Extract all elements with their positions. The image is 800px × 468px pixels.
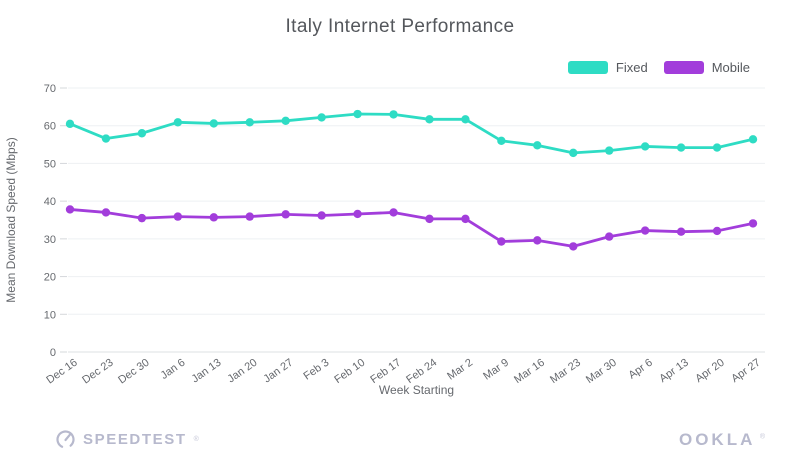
- footer: SPEEDTEST ® OOKLA ®: [55, 429, 765, 450]
- x-tick-label: Dec 30: [116, 357, 151, 387]
- y-tick-label: 70: [44, 83, 56, 95]
- x-tick-label: Feb 17: [368, 357, 403, 386]
- ookla-logo: OOKLA ®: [679, 430, 765, 450]
- y-tick-label: 50: [44, 158, 56, 170]
- data-point-mobile: [245, 212, 254, 221]
- data-point-fixed: [353, 109, 362, 119]
- x-tick-label: Apr 13: [657, 357, 690, 385]
- y-tick-label: 30: [44, 234, 56, 246]
- legend-label-mobile: Mobile: [711, 60, 750, 75]
- data-point-fixed: [173, 118, 183, 127]
- ookla-registered-mark: ®: [759, 433, 765, 441]
- data-point-mobile: [605, 232, 614, 241]
- speedtest-logo: SPEEDTEST ®: [55, 429, 199, 450]
- fixed-series-swatch: [567, 61, 608, 74]
- speedtest-gauge-icon: [56, 430, 75, 449]
- x-tick-label: Jan 13: [190, 357, 224, 386]
- data-point-mobile: [101, 208, 111, 217]
- legend-item-fixed[interactable]: Fixed: [567, 60, 648, 75]
- data-point-fixed: [425, 115, 434, 124]
- data-point-fixed: [137, 129, 147, 138]
- x-tick-label: Mar 23: [548, 357, 583, 386]
- y-tick-label: 0: [50, 347, 56, 359]
- speedtest-wordmark: SPEEDTEST: [83, 431, 187, 448]
- data-point-fixed: [461, 115, 470, 124]
- data-point-mobile: [281, 210, 290, 219]
- x-tick-label: Apr 6: [626, 357, 654, 382]
- y-tick-label: 10: [44, 309, 56, 321]
- y-tick-label: 20: [44, 272, 56, 284]
- data-point-mobile: [461, 214, 470, 224]
- data-point-mobile: [676, 227, 686, 236]
- data-point-mobile: [640, 226, 650, 235]
- data-point-fixed: [101, 134, 111, 143]
- x-tick-label: Feb 3: [301, 357, 331, 383]
- data-point-fixed: [389, 110, 398, 119]
- x-tick-label: Jan 20: [226, 357, 260, 386]
- y-axis-title: Mean Download Speed (Mbps): [4, 137, 18, 302]
- data-point-fixed: [569, 148, 578, 158]
- legend-item-mobile[interactable]: Mobile: [663, 60, 750, 75]
- x-tick-label: Dec 16: [44, 357, 79, 387]
- data-point-mobile: [497, 237, 506, 246]
- mobile-series-swatch: [663, 61, 704, 74]
- y-tick-label: 40: [44, 196, 56, 208]
- data-point-mobile: [65, 205, 75, 214]
- data-point-fixed: [605, 146, 614, 155]
- data-point-mobile: [173, 212, 183, 221]
- x-tick-label: Dec 23: [80, 357, 115, 387]
- data-point-fixed: [281, 116, 290, 126]
- data-point-mobile: [353, 209, 362, 219]
- x-axis-title: Week Starting: [379, 383, 454, 397]
- series-line-mobile: [68, 208, 755, 248]
- data-point-fixed: [676, 143, 686, 152]
- data-point-mobile: [389, 208, 398, 217]
- data-point-fixed: [245, 118, 254, 127]
- data-point-fixed: [748, 135, 758, 144]
- data-point-mobile: [748, 219, 758, 228]
- data-point-mobile: [569, 242, 578, 251]
- data-point-fixed: [317, 113, 326, 122]
- data-point-mobile: [209, 213, 218, 222]
- data-point-mobile: [712, 226, 722, 236]
- x-tick-label: Apr 20: [693, 357, 726, 385]
- x-tick-label: Jan 6: [159, 357, 188, 382]
- data-point-fixed: [640, 142, 650, 151]
- speedtest-registered-mark: ®: [193, 436, 199, 443]
- data-point-fixed: [712, 143, 722, 152]
- x-tick-label: Mar 16: [512, 357, 547, 386]
- x-tick-label: Feb 24: [404, 357, 439, 386]
- x-tick-label: Mar 2: [445, 357, 475, 383]
- legend-label-fixed: Fixed: [615, 60, 648, 75]
- data-point-mobile: [533, 236, 542, 245]
- x-tick-label: Mar 30: [584, 357, 619, 386]
- chart-title: Italy Internet Performance: [285, 16, 515, 37]
- x-tick-label: Mar 9: [481, 357, 511, 383]
- ookla-wordmark: OOKLA: [678, 429, 756, 449]
- data-point-mobile: [317, 211, 326, 220]
- data-point-mobile: [137, 213, 147, 223]
- series-line-fixed: [68, 112, 755, 155]
- legend: Fixed Mobile: [567, 60, 750, 75]
- data-point-fixed: [65, 119, 75, 129]
- data-point-fixed: [209, 119, 218, 128]
- y-tick-label: 60: [44, 121, 56, 133]
- x-tick-label: Jan 27: [261, 357, 295, 386]
- data-point-fixed: [497, 136, 506, 145]
- data-point-fixed: [533, 141, 542, 150]
- x-tick-label: Feb 10: [332, 357, 367, 386]
- x-tick-label: Apr 27: [729, 357, 762, 385]
- data-point-mobile: [425, 214, 434, 224]
